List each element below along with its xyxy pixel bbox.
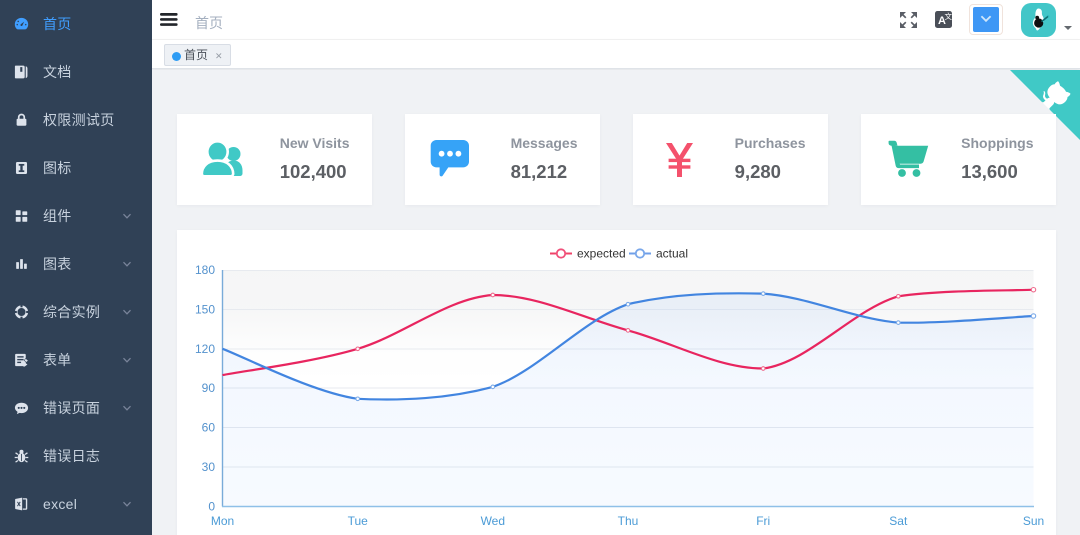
svg-text:Mon: Mon xyxy=(211,514,234,528)
svg-text:Tue: Tue xyxy=(348,514,369,528)
svg-text:Fri: Fri xyxy=(756,514,770,528)
svg-text:Thu: Thu xyxy=(618,514,639,528)
svg-text:expected: expected xyxy=(577,247,626,261)
svg-text:90: 90 xyxy=(202,381,216,395)
svg-text:Wed: Wed xyxy=(481,514,505,528)
svg-text:60: 60 xyxy=(202,421,216,435)
svg-text:actual: actual xyxy=(656,247,688,261)
svg-text:A: A xyxy=(938,15,946,27)
svg-text:0: 0 xyxy=(208,500,215,514)
svg-text:150: 150 xyxy=(195,302,215,316)
svg-text:120: 120 xyxy=(195,342,215,356)
svg-text:180: 180 xyxy=(195,263,215,277)
svg-text:文: 文 xyxy=(944,11,952,21)
svg-text:Sun: Sun xyxy=(1023,514,1044,528)
svg-text:30: 30 xyxy=(202,460,216,474)
svg-text:Sat: Sat xyxy=(889,514,908,528)
